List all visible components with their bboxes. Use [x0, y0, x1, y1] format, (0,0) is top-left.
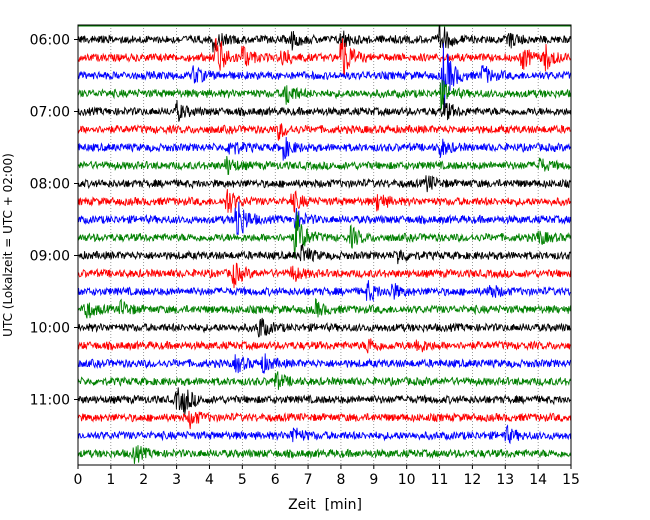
trace-1100 [77, 387, 571, 415]
x-tick-label: 14 [529, 472, 547, 488]
trace-0700 [77, 97, 572, 122]
trace-1130 [77, 424, 572, 445]
trace-1145 [77, 445, 572, 464]
y-tick-label: 08:00 [30, 177, 70, 193]
trace-0645 [77, 79, 572, 110]
x-tick-label: 6 [271, 472, 280, 488]
trace-1030 [77, 353, 572, 374]
x-tick-label: 1 [106, 472, 115, 488]
x-tick-label: 13 [496, 472, 514, 488]
x-tick-label: 8 [336, 472, 345, 488]
trace-1045 [77, 371, 572, 390]
trace-0930 [77, 280, 571, 302]
x-tick-label: 5 [238, 472, 247, 488]
trace-0745 [77, 155, 571, 175]
seismic-traces [77, 25, 572, 464]
x-tick-label: 2 [139, 472, 148, 488]
x-axis-label: Zeit [min] [288, 497, 362, 513]
y-tick-label: 07:00 [30, 105, 70, 121]
trace-0730 [77, 136, 572, 161]
trace-0830 [77, 201, 572, 236]
trace-0915 [77, 262, 572, 289]
trace-0815 [77, 189, 572, 213]
x-tick-label: 9 [369, 472, 378, 488]
trace-1115 [77, 410, 572, 430]
trace-0845 [77, 211, 572, 259]
x-tick-label: 3 [172, 472, 181, 488]
x-tick-label: 10 [398, 472, 416, 488]
trace-0600 [77, 25, 572, 53]
trace-1015 [77, 338, 571, 354]
x-tick-label: 11 [431, 472, 449, 488]
trace-1000 [77, 317, 572, 338]
trace-0715 [77, 123, 571, 141]
y-axis-label: UTC (Lokalzeit = UTC + 02:00) [1, 153, 15, 337]
y-tick-label: 06:00 [30, 33, 70, 49]
y-tick-label: 11:00 [30, 393, 70, 409]
x-tick-label: 0 [74, 472, 83, 488]
trace-0900 [77, 243, 572, 265]
y-tick-label: 10:00 [30, 321, 70, 337]
plot-frame [77, 24, 572, 466]
y-axis-ticks: 06:00 07:00 08:00 09:00 10:00 11:00 [30, 33, 78, 409]
trace-0800 [77, 175, 571, 193]
trace-0615 [77, 38, 572, 77]
y-tick-label: 09:00 [30, 249, 70, 265]
x-tick-label: 7 [304, 472, 313, 488]
x-axis-ticks: 0 1 2 3 4 5 6 7 8 9 10 11 12 13 14 15 [74, 465, 580, 488]
x-tick-label: 12 [463, 472, 481, 488]
grid [110, 25, 539, 465]
trace-0945 [77, 297, 572, 319]
x-tick-label: 4 [205, 472, 214, 488]
x-tick-label: 15 [562, 472, 580, 488]
trace-0630 [77, 43, 572, 108]
plot-background [78, 25, 571, 465]
